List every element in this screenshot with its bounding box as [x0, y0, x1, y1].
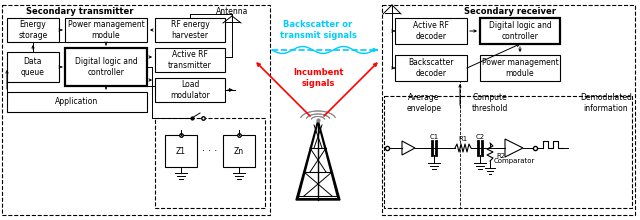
Text: Power management
module: Power management module: [68, 20, 145, 40]
Text: Z1: Z1: [176, 147, 186, 156]
Bar: [395, 18, 467, 44]
Bar: [155, 48, 225, 72]
Bar: [384, 96, 632, 208]
Text: Application: Application: [56, 97, 99, 106]
Text: R2: R2: [496, 153, 505, 159]
Text: Demodulated
information: Demodulated information: [580, 93, 632, 113]
Bar: [7, 18, 59, 42]
Bar: [65, 48, 147, 86]
Text: Energy
storage: Energy storage: [19, 20, 47, 40]
Bar: [480, 18, 560, 44]
Polygon shape: [296, 120, 340, 200]
Bar: [7, 92, 147, 112]
Polygon shape: [299, 125, 337, 198]
Bar: [382, 5, 635, 215]
Text: R1: R1: [458, 136, 468, 142]
Text: Antenna: Antenna: [216, 7, 248, 15]
Text: Data
queue: Data queue: [21, 57, 45, 77]
Text: Digital logic and
controller: Digital logic and controller: [488, 21, 552, 41]
Text: Backscatter
decoder: Backscatter decoder: [408, 58, 454, 78]
Text: Secondary receiver: Secondary receiver: [464, 7, 556, 15]
Text: C2: C2: [476, 134, 484, 140]
Bar: [480, 55, 560, 81]
Bar: [155, 118, 265, 208]
Text: Incumbent
signals: Incumbent signals: [292, 68, 343, 88]
Bar: [7, 52, 59, 82]
Bar: [155, 18, 225, 42]
Text: Load
modulator: Load modulator: [170, 80, 210, 100]
Text: C1: C1: [429, 134, 438, 140]
Text: Compute
threshold: Compute threshold: [472, 93, 508, 113]
Text: Zn: Zn: [234, 147, 244, 156]
Bar: [2, 5, 270, 215]
Text: RF energy
harvester: RF energy harvester: [171, 20, 209, 40]
Text: Average
envelope: Average envelope: [406, 93, 442, 113]
Text: Digital logic and
controller: Digital logic and controller: [75, 57, 138, 77]
Bar: [65, 18, 147, 42]
Text: Secondary transmitter: Secondary transmitter: [26, 7, 134, 15]
Bar: [165, 135, 197, 167]
Bar: [395, 55, 467, 81]
Text: · · ·: · · ·: [202, 146, 218, 156]
Text: Power management
module: Power management module: [482, 58, 558, 78]
Text: Active RF
decoder: Active RF decoder: [413, 21, 449, 41]
Text: Backscatter or
transmit signals: Backscatter or transmit signals: [280, 20, 356, 40]
Bar: [155, 78, 225, 102]
Text: Comparator: Comparator: [493, 158, 534, 164]
Bar: [223, 135, 255, 167]
Text: Active RF
transmitter: Active RF transmitter: [168, 50, 212, 70]
